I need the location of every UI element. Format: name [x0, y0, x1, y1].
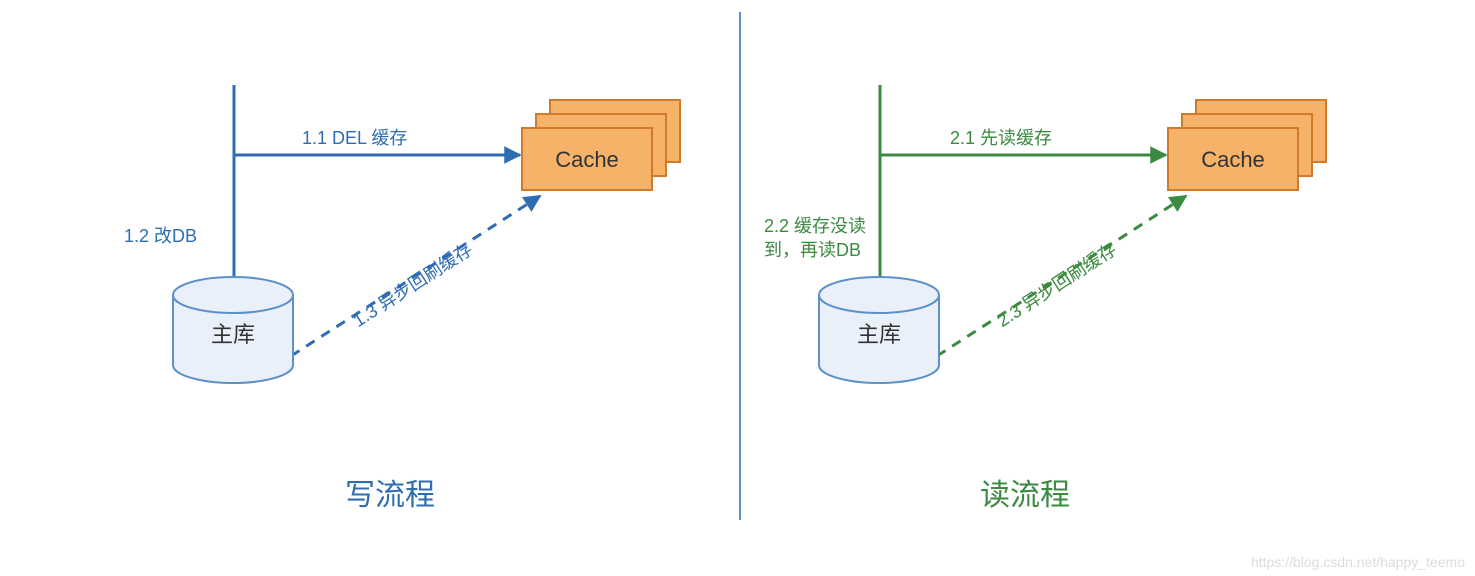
- svg-text:写流程: 写流程: [345, 479, 435, 512]
- svg-text:1.1 DEL 缓存: 1.1 DEL 缓存: [302, 128, 407, 148]
- diagram-container: 主库 Cache 1.1 DEL 缓存 1.2 改DB 1.3 异步回刷缓存写流程 主库 C…: [0, 0, 1475, 576]
- svg-text:Cache: Cache: [555, 147, 619, 172]
- svg-text:到，再读DB: 到，再读DB: [764, 240, 861, 260]
- svg-text:1.3 异步回刷缓存: 1.3 异步回刷缓存: [349, 239, 476, 331]
- watermark: https://blog.csdn.net/happy_teemo: [1251, 554, 1465, 570]
- svg-text:主库: 主库: [211, 322, 255, 347]
- diagram-svg: 主库 Cache 1.1 DEL 缓存 1.2 改DB 1.3 异步回刷缓存写流程 主库 C…: [0, 0, 1475, 576]
- svg-text:2.1 先读缓存: 2.1 先读缓存: [950, 128, 1052, 148]
- svg-text:Cache: Cache: [1201, 147, 1265, 172]
- svg-text:2.2 缓存没读: 2.2 缓存没读: [764, 216, 866, 236]
- svg-text:1.2 改DB: 1.2 改DB: [124, 226, 197, 246]
- svg-text:主库: 主库: [857, 322, 901, 347]
- svg-text:2.3 异步回刷缓存: 2.3 异步回刷缓存: [993, 239, 1120, 331]
- svg-text:读流程: 读流程: [980, 479, 1070, 512]
